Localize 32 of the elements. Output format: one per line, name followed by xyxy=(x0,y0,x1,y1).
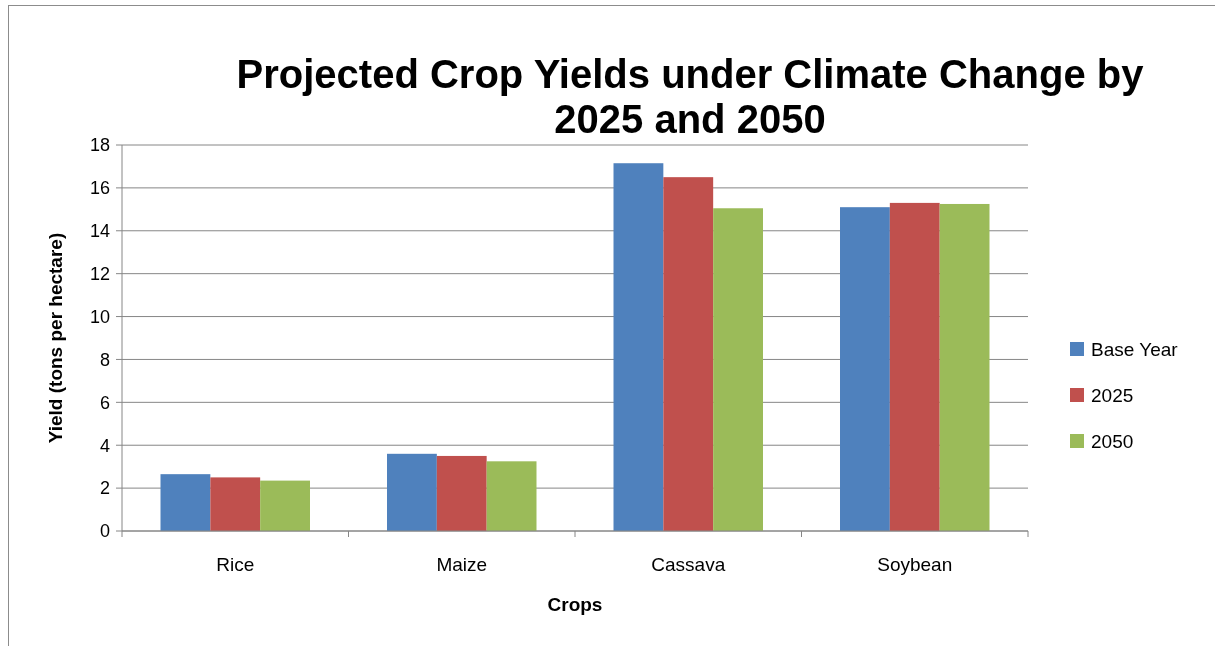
chart-title: Projected Crop Yields under Climate Change by 2025 and 2050 xyxy=(236,52,1145,141)
y-tick-label: 2 xyxy=(99,478,110,499)
x-axis-title: Crops xyxy=(547,594,603,615)
x-tick-label: Soybean xyxy=(877,554,953,575)
y-tick-label: 8 xyxy=(99,349,110,370)
y-axis-title: Yield (tons per hectare) xyxy=(45,232,66,444)
y-tick-label: 0 xyxy=(99,521,110,542)
bar xyxy=(210,477,261,531)
bar xyxy=(387,453,437,531)
x-tick-label: Maize xyxy=(436,554,488,575)
bar xyxy=(840,207,890,531)
bar xyxy=(663,177,714,531)
bar xyxy=(436,455,487,531)
y-tick-label: 18 xyxy=(89,135,110,156)
legend-label: 2025 xyxy=(1091,384,1134,406)
legend-label: 2050 xyxy=(1091,430,1134,452)
bar xyxy=(939,203,990,531)
y-tick-label: 14 xyxy=(89,221,110,242)
bar xyxy=(613,163,664,531)
y-tick-label: 4 xyxy=(99,435,110,456)
legend-label: Base Year xyxy=(1091,338,1179,360)
y-tick-label: 10 xyxy=(89,306,110,327)
bar xyxy=(889,202,940,531)
bar xyxy=(713,208,763,531)
y-tick-label: 16 xyxy=(89,178,110,199)
y-tick-label: 12 xyxy=(89,263,110,284)
bar xyxy=(260,480,310,531)
x-tick-label: Cassava xyxy=(651,554,726,575)
bar xyxy=(160,474,211,531)
bar xyxy=(486,461,537,531)
x-tick-label: Rice xyxy=(216,554,255,575)
y-tick-label: 6 xyxy=(99,392,110,413)
